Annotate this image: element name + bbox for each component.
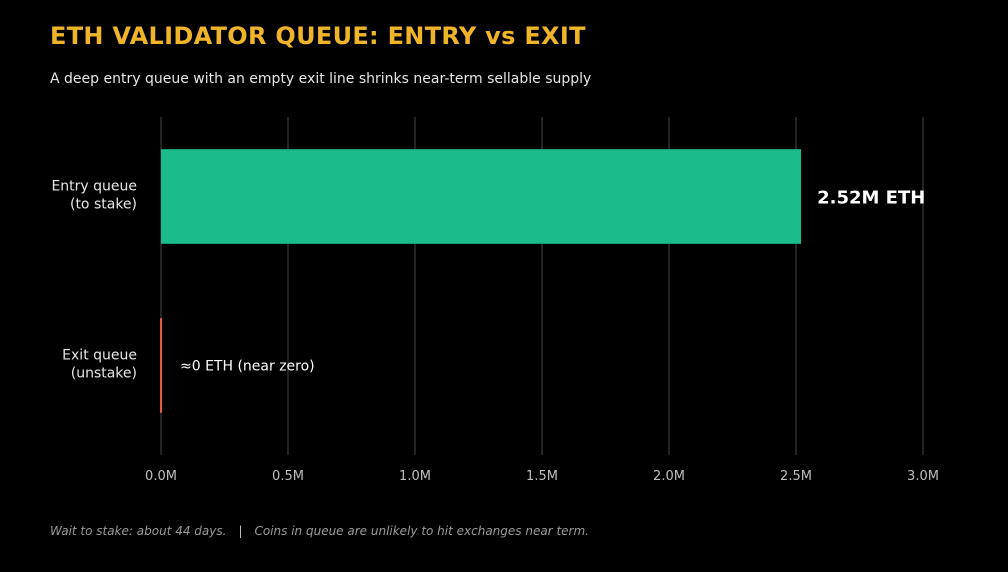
data-label: 2.52M ETH — [817, 188, 925, 209]
chart-subtitle: A deep entry queue with an empty exit li… — [50, 71, 592, 87]
footnote-separator: | — [238, 524, 243, 538]
x-tick-label: 2.5M — [780, 469, 812, 484]
x-tick-label: 2.0M — [653, 469, 685, 484]
x-tick-label: 1.0M — [399, 469, 431, 484]
chart-title: ETH VALIDATOR QUEUE: ENTRY vs EXIT — [50, 22, 586, 50]
x-tick-label: 0.0M — [145, 469, 177, 484]
x-tick-label: 0.5M — [272, 469, 304, 484]
footnote-wait-time: Wait to stake: about 44 days. — [50, 524, 227, 538]
category-label: Exit queue (unstake) — [62, 348, 137, 382]
data-label: ≈0 ETH (near zero) — [180, 359, 315, 375]
footnote-note: Coins in queue are unlikely to hit excha… — [254, 524, 589, 538]
x-tick-label: 1.5M — [526, 469, 558, 484]
footnote: Wait to stake: about 44 days. | Coins in q… — [50, 524, 589, 538]
bar-1 — [160, 318, 162, 413]
bars — [160, 149, 802, 413]
category-label: Entry queue (to stake) — [51, 179, 137, 213]
labels: 0.0M 0.5M 1.0M 1.5M 2.0M 2.5M 3.0M Entry queue(… — [51, 179, 939, 485]
bar-0 — [161, 149, 802, 244]
x-tick-label: 3.0M — [907, 469, 939, 484]
